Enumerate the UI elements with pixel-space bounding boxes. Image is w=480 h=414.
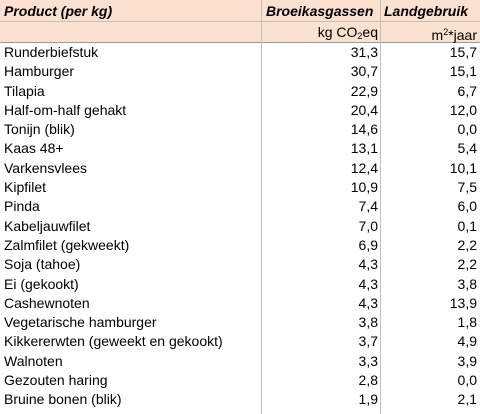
cell-ghg: 2,8 <box>358 372 378 389</box>
cell-product: Gezouten haring <box>4 372 108 389</box>
table-body: Runderbiefstuk 31,3 15,7 Hamburger 30,7 15,1… <box>0 43 480 410</box>
cell-product: Kabeljauwfilet <box>4 217 91 234</box>
cell-product: Tonijn (blik) <box>4 121 75 138</box>
table-row: Kikkererwten (geweekt en gekookt) 3,7 4,9 <box>0 332 480 351</box>
header-bottom-border <box>0 42 480 43</box>
table-row: Kabeljauwfilet 7,0 0,1 <box>0 217 480 236</box>
header-product: Product (per kg) <box>4 3 113 19</box>
cell-ghg: 22,9 <box>350 82 378 99</box>
cell-land: 4,9 <box>457 333 477 350</box>
header-title-row: Product (per kg) Broeikasgassen Landgebr… <box>0 1 480 21</box>
header-ghg: Broeikasgassen <box>266 3 374 19</box>
cell-ghg: 6,9 <box>358 236 378 253</box>
header-divider <box>0 21 480 22</box>
table-row: Tilapia 22,9 6,7 <box>0 82 480 101</box>
table-row: Pinda 7,4 6,0 <box>0 197 480 216</box>
cell-product: Vegetarische hamburger <box>4 314 157 331</box>
cell-ghg: 3,7 <box>358 333 378 350</box>
cell-land: 2,1 <box>457 391 477 408</box>
table-row: Runderbiefstuk 31,3 15,7 <box>0 43 480 62</box>
cell-product: Kikkererwten (geweekt en gekookt) <box>4 333 223 350</box>
table-row: Walnoten 3,3 3,9 <box>0 352 480 371</box>
cell-land: 0,1 <box>457 217 477 234</box>
table-row: Cashewnoten 4,3 13,9 <box>0 294 480 313</box>
cell-ghg: 7,4 <box>358 198 378 215</box>
cell-ghg: 14,6 <box>350 121 378 138</box>
cell-ghg: 20,4 <box>350 101 378 118</box>
cell-product: Pinda <box>4 198 40 215</box>
cell-ghg: 30,7 <box>350 63 378 80</box>
unit-land-pre: m <box>431 27 444 43</box>
cell-ghg: 10,9 <box>350 179 378 196</box>
table-row: Kaas 48+ 13,1 5,4 <box>0 139 480 158</box>
cell-land: 12,0 <box>449 101 477 118</box>
cell-land: 6,7 <box>457 82 477 99</box>
cell-ghg: 31,3 <box>350 44 378 60</box>
cell-product: Ei (gekookt) <box>4 275 79 292</box>
cell-land: 3,9 <box>457 352 477 369</box>
cell-product: Kaas 48+ <box>4 140 64 157</box>
cell-land: 13,9 <box>449 294 477 311</box>
cell-land: 3,8 <box>457 275 477 292</box>
header-unit-row: kg CO2eq m2*jaar <box>0 22 480 45</box>
table-row: Ei (gekookt) 4,3 3,8 <box>0 275 480 294</box>
cell-product: Zalmfilet (gekweekt) <box>4 236 130 253</box>
cell-product: Runderbiefstuk <box>4 44 99 60</box>
cell-product: Half-om-half gehakt <box>4 101 127 118</box>
cell-ghg: 4,3 <box>358 256 378 273</box>
cell-land: 0,0 <box>457 121 477 138</box>
cell-ghg: 1,9 <box>358 391 378 408</box>
cell-product: Tilapia <box>4 82 45 99</box>
unit-ghg-post: eq <box>362 24 378 40</box>
cell-land: 6,0 <box>457 198 477 215</box>
unit-ghg: kg CO2eq <box>262 22 378 46</box>
cell-land: 2,2 <box>457 236 477 253</box>
cell-product: Cashewnoten <box>4 294 90 311</box>
cell-ghg: 4,3 <box>358 294 378 311</box>
table-row: Tonijn (blik) 14,6 0,0 <box>0 120 480 139</box>
column-divider-ghg <box>261 0 262 414</box>
cell-land: 5,4 <box>457 140 477 157</box>
cell-land: 15,7 <box>449 44 477 60</box>
table-row: Varkensvlees 12,4 10,1 <box>0 159 480 178</box>
cell-land: 1,8 <box>457 314 477 331</box>
cell-ghg: 3,8 <box>358 314 378 331</box>
cell-land: 10,1 <box>449 159 477 176</box>
cell-ghg: 13,1 <box>350 140 378 157</box>
column-divider-land <box>380 0 381 414</box>
cell-ghg: 4,3 <box>358 275 378 292</box>
unit-ghg-sub: 2 <box>357 31 363 41</box>
cell-ghg: 7,0 <box>358 217 378 234</box>
table-row: Gezouten haring 2,8 0,0 <box>0 371 480 390</box>
table-row: Vegetarische hamburger 3,8 1,8 <box>0 313 480 332</box>
unit-land-post: *jaar <box>448 27 477 43</box>
table-row: Hamburger 30,7 15,1 <box>0 62 480 81</box>
table-row: Half-om-half gehakt 20,4 12,0 <box>0 101 480 120</box>
unit-ghg-pre: kg CO <box>317 24 358 40</box>
cell-ghg: 3,3 <box>358 352 378 369</box>
table-row: Bruine bonen (blik) 1,9 2,1 <box>0 390 480 409</box>
cell-product: Soja (tahoe) <box>4 256 81 273</box>
cell-ghg: 12,4 <box>350 159 378 176</box>
table-row: Zalmfilet (gekweekt) 6,9 2,2 <box>0 236 480 255</box>
cell-product: Walnoten <box>4 352 63 369</box>
unit-land: m2*jaar <box>381 22 477 45</box>
cell-land: 15,1 <box>449 63 477 80</box>
cell-product: Kipfilet <box>4 179 47 196</box>
cell-product: Varkensvlees <box>4 159 88 176</box>
cell-product: Hamburger <box>4 63 75 80</box>
table-row: Kipfilet 10,9 7,5 <box>0 178 480 197</box>
cell-land: 7,5 <box>457 179 477 196</box>
cell-product: Bruine bonen (blik) <box>4 391 122 408</box>
unit-land-sup: 2 <box>443 27 449 37</box>
cell-land: 0,0 <box>457 372 477 389</box>
header-land: Landgebruik <box>384 3 469 19</box>
cell-land: 2,2 <box>457 256 477 273</box>
table-row: Soja (tahoe) 4,3 2,2 <box>0 255 480 274</box>
